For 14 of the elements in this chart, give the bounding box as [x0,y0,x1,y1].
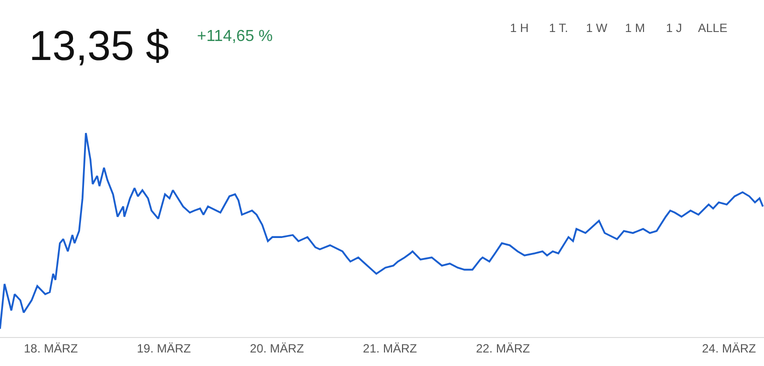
text: 1 T. [549,21,568,35]
x-tick-label: 21. MÄRZ [362,341,417,356]
text: 1 W [586,21,608,35]
x-tick-label: 20. MÄRZ [250,341,304,356]
x-tick-label: 18. MÄRZ [24,341,78,356]
text: ALLE [698,21,728,35]
text: 1 J [666,21,682,35]
text: 1 H [510,21,529,35]
chart-title: 13,35 $ [29,22,170,69]
x-tick-label: 24. MÄRZ [702,341,756,356]
chart-subtitle: +114,65 % [197,28,273,45]
x-tick-label: 19. MÄRZ [136,341,191,356]
x-tick-label: 22. MÄRZ [476,341,530,356]
text: 1 M [625,21,646,35]
